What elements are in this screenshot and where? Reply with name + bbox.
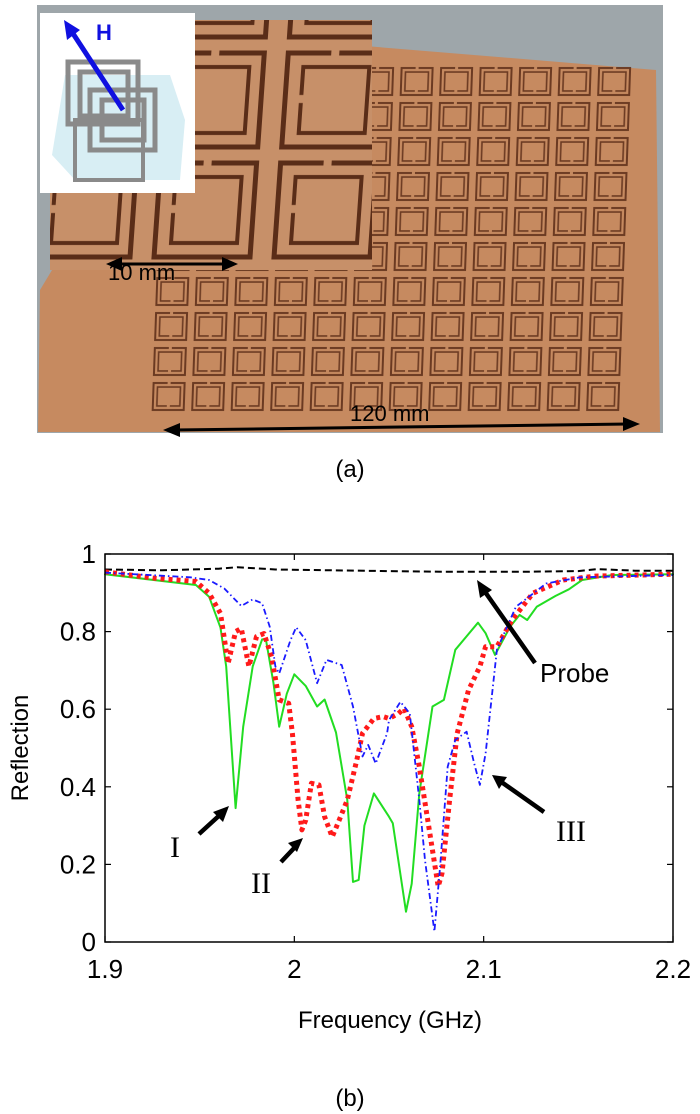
series-line-dashed [104, 566, 673, 573]
annotation-II: II [251, 838, 303, 900]
scale-bar-120mm: 120 mm [163, 401, 640, 437]
y-tick-label: 0.8 [60, 617, 96, 647]
scale-label-120mm: 120 mm [350, 401, 429, 426]
series-line-dotted [104, 569, 674, 889]
x-tick-label: 1.9 [87, 954, 123, 984]
annotation-I: I [170, 806, 229, 864]
scale-bar-10mm: 10 mm [106, 257, 238, 285]
y-axis-label: Reflection [7, 695, 34, 802]
x-tick-label: 2 [287, 954, 301, 984]
series-layer [104, 566, 674, 933]
x-tick-label: 2.1 [466, 954, 502, 984]
y-tick-label: 0 [82, 927, 96, 957]
y-tick-label: 0.4 [60, 772, 96, 802]
y-tick-label: 1 [82, 539, 96, 569]
scale-label-10mm: 10 mm [108, 260, 175, 285]
caption-a: (a) [335, 456, 364, 483]
h-field-arrow [69, 30, 126, 112]
axis-ticks: 1.9 2 2.1 2.2 0 0.2 0.4 0.6 0.8 1 [60, 539, 691, 984]
annotation-label-probe: Probe [540, 658, 609, 688]
x-tick-label: 2.2 [655, 954, 691, 984]
y-tick-label: 0.2 [60, 849, 96, 879]
series-line-dashdot [104, 571, 674, 933]
series-line-solid [104, 573, 674, 913]
h-field-label: H [96, 20, 112, 45]
annotation-label-II: II [251, 867, 271, 900]
srr-schematic-inset: H [40, 13, 195, 193]
annotation-label-III: III [556, 815, 586, 848]
caption-b: (b) [335, 1085, 364, 1112]
x-axis-label: Frequency (GHz) [298, 1007, 482, 1034]
annotation-label-I: I [170, 831, 180, 864]
plot-frame [104, 553, 674, 943]
annotation-probe: Probe [477, 580, 609, 688]
reflection-chart: 1.9 2 2.1 2.2 0 0.2 0.4 0.6 0.8 1 Frequency (GHz)… [7, 539, 691, 1034]
y-tick-label: 0.6 [60, 694, 96, 724]
annotation-III: III [492, 775, 586, 848]
board-photo: H 10 mm 120 mm [37, 5, 663, 437]
